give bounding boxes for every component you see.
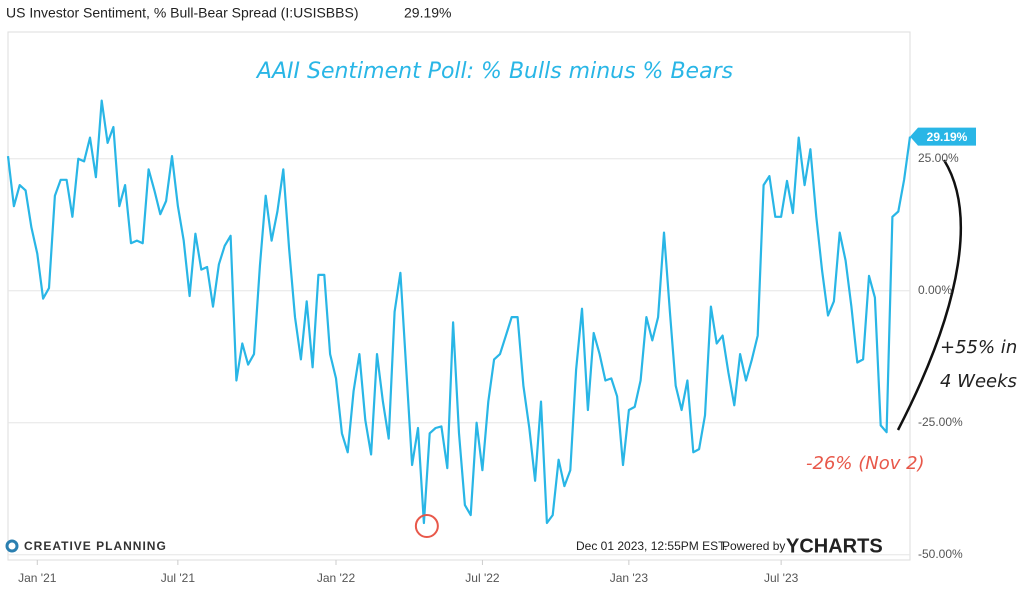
header-value: 29.19% <box>404 5 451 21</box>
timestamp: Dec 01 2023, 12:55PM EST. <box>576 539 727 553</box>
value-badge <box>910 127 976 146</box>
brand-logo <box>5 539 19 553</box>
x-tick-label: Jul '23 <box>764 571 799 585</box>
brand: CREATIVE PLANNING <box>24 539 167 553</box>
y-tick-label: 0.00% <box>918 283 952 297</box>
marks <box>6 99 912 525</box>
y-tick-label: -25.00% <box>918 415 963 429</box>
x-tick-label: Jul '22 <box>465 571 500 585</box>
x-tick-label: Jul '21 <box>161 571 196 585</box>
annotation-gain: +55% in <box>940 337 1017 358</box>
plot-frame <box>7 31 911 561</box>
provider: YCHARTS <box>786 535 883 557</box>
header-title: US Investor Sentiment, % Bull-Bear Sprea… <box>6 5 358 21</box>
arrow <box>896 159 962 431</box>
value-badge-label: 29.19% <box>927 130 968 144</box>
x-tick-label: Jan '23 <box>610 571 649 585</box>
low-marker <box>414 514 439 539</box>
y-tick-label: 25.00% <box>918 151 959 165</box>
annotation-gain: 4 Weeks <box>940 371 1017 392</box>
grid <box>8 158 910 565</box>
annotation-low: -26% (Nov 2) <box>806 453 925 474</box>
annotation-title: AAII Sentiment Poll: % Bulls minus % Bea… <box>255 59 733 84</box>
y-tick-label: -50.00% <box>918 547 963 561</box>
x-tick-label: Jan '21 <box>18 571 57 585</box>
powered: Powered by <box>722 539 785 553</box>
line-series <box>6 99 912 525</box>
x-tick-label: Jan '22 <box>317 571 356 585</box>
